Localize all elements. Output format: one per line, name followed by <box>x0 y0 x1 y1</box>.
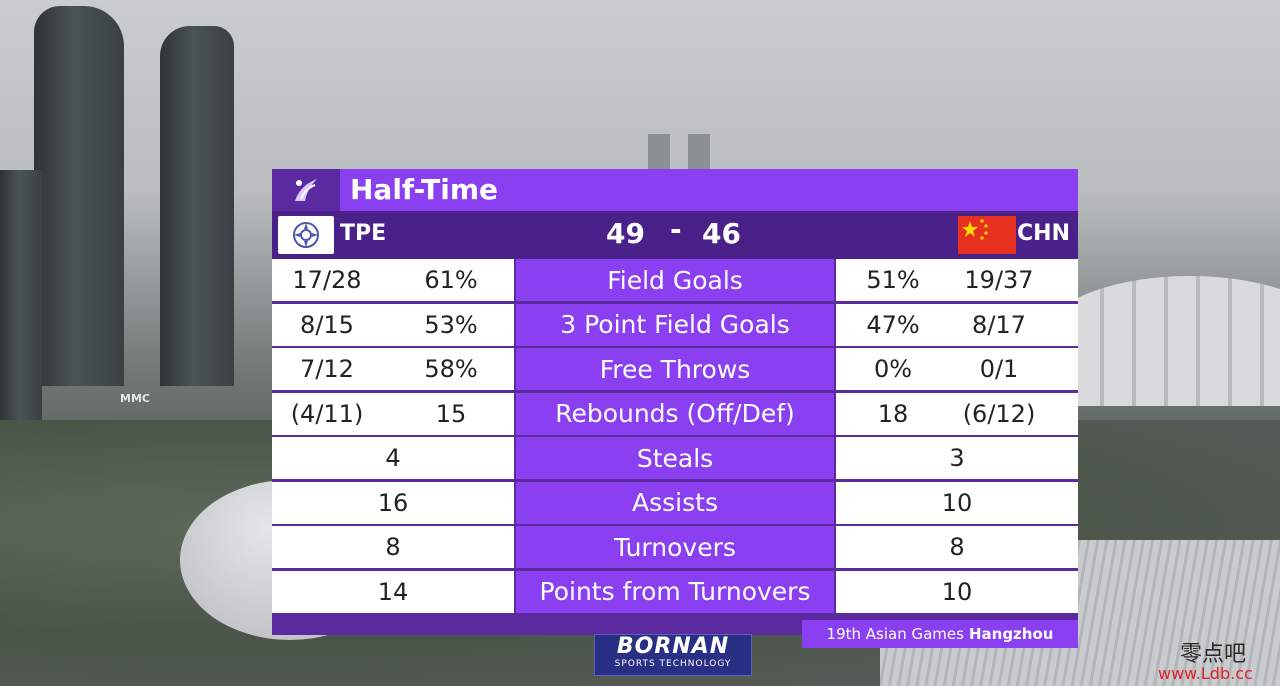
stat-label: Rebounds (Off/Def) <box>516 392 834 435</box>
away-stat-cell: 18 (6/12) <box>836 392 1078 435</box>
tower <box>160 26 234 386</box>
title-bar: Half-Time <box>272 169 1078 211</box>
stat-label: Free Throws <box>516 348 834 390</box>
home-stat-cell: 7/12 58% <box>272 348 514 390</box>
away-team-code: CHN <box>1017 221 1070 246</box>
score-separator: - <box>670 213 682 246</box>
tower <box>688 134 710 174</box>
home-score: 49 <box>606 217 645 250</box>
stat-label: Turnovers <box>516 526 834 568</box>
scoreboard: Half-Time TPE 49 - 46 CHN 17/28 61% Fiel… <box>272 169 1078 648</box>
home-stat-total: 15 <box>435 399 467 428</box>
home-stat-pct: 61% <box>424 266 478 294</box>
stat-row: 8 Turnovers 8 <box>272 526 1078 571</box>
stat-label: Field Goals <box>516 259 834 301</box>
event-city: Hangzhou <box>968 625 1054 643</box>
stat-row: 7/12 58% Free Throws 0% 0/1 <box>272 348 1078 393</box>
away-stat-cell: 51% 19/37 <box>836 259 1078 301</box>
stat-label: Steals <box>516 437 834 479</box>
home-stat-cell: 16 <box>272 481 514 524</box>
score-bar <box>272 211 1078 259</box>
home-stat-cell: 8/15 53% <box>272 303 514 346</box>
away-stat-value: 8 <box>949 533 965 561</box>
sponsor-name: BORNAN <box>616 634 730 659</box>
home-stat-value: 16 <box>377 488 409 517</box>
home-stat-cell: 17/28 61% <box>272 259 514 301</box>
away-stat-pct: 0% <box>873 355 913 383</box>
home-stat-split: (4/11) <box>290 399 364 428</box>
home-stat-cell: 8 <box>272 526 514 568</box>
away-score: 46 <box>702 217 741 250</box>
asian-games-logo-icon <box>272 169 340 211</box>
away-stat-value: 10 <box>941 577 973 606</box>
event-name: 19th Asian Games <box>826 625 964 643</box>
home-stat-cell: (4/11) 15 <box>272 392 514 435</box>
stat-row: 17/28 61% Field Goals 51% 19/37 <box>272 259 1078 304</box>
stat-row: (4/11) 15 Rebounds (Off/Def) 18 (6/12) <box>272 392 1078 438</box>
away-stat-made: 0/1 <box>979 355 1019 383</box>
home-stat-value: 14 <box>377 577 409 606</box>
home-stat-pct: 58% <box>424 355 478 383</box>
away-stat-split: (6/12) <box>962 399 1036 428</box>
home-stat-cell: 4 <box>272 437 514 479</box>
stats-table: 17/28 61% Field Goals 51% 19/37 8/15 53%… <box>272 259 1078 615</box>
event-footer: 19th Asian Games Hangzhou <box>802 620 1078 648</box>
tower <box>34 6 124 386</box>
away-stat-value: 10 <box>941 488 973 517</box>
away-stat-cell: 10 <box>836 570 1078 613</box>
home-stat-value: 8 <box>385 533 401 561</box>
chn-flag-icon <box>958 216 1016 254</box>
away-stat-cell: 10 <box>836 481 1078 524</box>
away-stat-pct: 51% <box>866 266 920 294</box>
away-stat-cell: 3 <box>836 437 1078 479</box>
stat-row: 8/15 53% 3 Point Field Goals 47% 8/17 <box>272 303 1078 349</box>
sponsor-tagline: SPORTS TECHNOLOGY <box>614 659 732 669</box>
watermark-url: www.Ldb.cc <box>1158 664 1253 683</box>
stat-label: Points from Turnovers <box>516 570 834 613</box>
stadium <box>1040 276 1280 406</box>
away-stat-cell: 8 <box>836 526 1078 568</box>
page-title: Half-Time <box>350 173 498 206</box>
stat-row: 14 Points from Turnovers 10 <box>272 570 1078 616</box>
stat-row: 4 Steals 3 <box>272 437 1078 482</box>
away-stat-cell: 0% 0/1 <box>836 348 1078 390</box>
away-stat-pct: 47% <box>866 310 920 339</box>
tpe-flag-icon <box>278 216 334 254</box>
away-stat-cell: 47% 8/17 <box>836 303 1078 346</box>
building-sign: MMC <box>120 392 150 405</box>
home-stat-made: 8/15 <box>300 310 354 339</box>
home-stat-cell: 14 <box>272 570 514 613</box>
stat-label: Assists <box>516 481 834 524</box>
away-stat-value: 3 <box>949 444 965 472</box>
home-stat-value: 4 <box>385 444 401 472</box>
home-team-code: TPE <box>340 221 387 246</box>
stat-label: 3 Point Field Goals <box>516 303 834 346</box>
away-stat-total: 18 <box>877 399 909 428</box>
watermark-chars: 零点吧 <box>1180 642 1247 667</box>
stat-row: 16 Assists 10 <box>272 481 1078 527</box>
away-stat-made: 8/17 <box>972 310 1026 339</box>
away-stat-made: 19/37 <box>964 266 1034 294</box>
tower <box>648 134 670 174</box>
sponsor-logo: BORNAN SPORTS TECHNOLOGY <box>594 634 752 676</box>
home-stat-pct: 53% <box>424 310 478 339</box>
home-stat-made: 7/12 <box>300 355 354 383</box>
home-stat-made: 17/28 <box>292 266 362 294</box>
